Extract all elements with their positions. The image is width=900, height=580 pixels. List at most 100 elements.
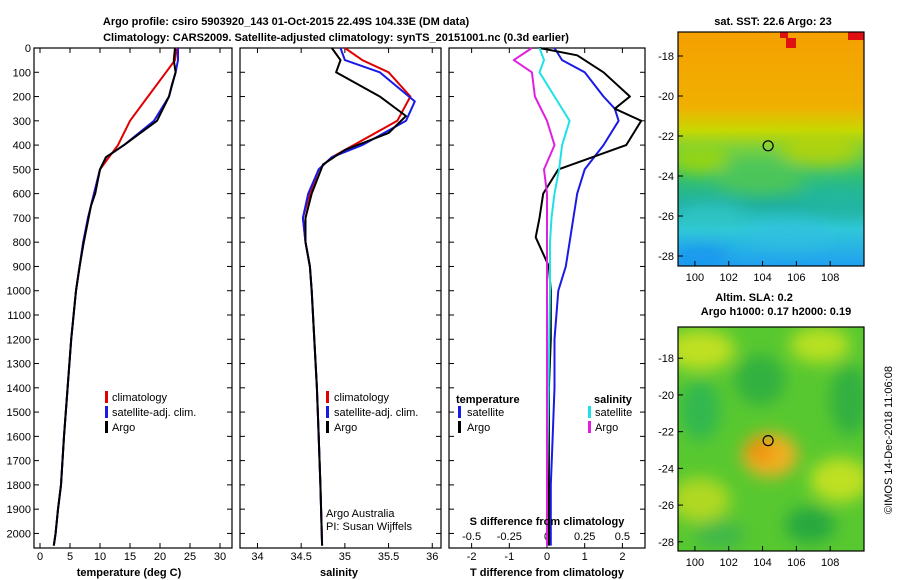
legend-climatology: climatology	[112, 392, 168, 404]
map-x-tick-label: 100	[686, 557, 704, 569]
legend-swatch-t-argo	[458, 421, 461, 433]
legend-swatch-t-satellite	[458, 406, 461, 418]
s-tick-label: -0.5	[462, 531, 481, 543]
sla-texture	[678, 327, 864, 549]
temperature-xlabel: temperature (deg C)	[77, 567, 182, 579]
series-line-argo	[52, 47, 177, 546]
map-y-tick-label: -28	[658, 251, 674, 263]
salinity-panel: 34 34.5 35 35.5 36 salinity climatology sate…	[239, 47, 442, 579]
legend-swatch-climatology	[326, 391, 329, 403]
series-line-s-satellite	[538, 47, 571, 546]
y-tick-label: 1600	[7, 431, 31, 443]
temperature-panel: 0100200300400500600700800900100011001200…	[7, 43, 233, 579]
x-tick-label: 36	[426, 551, 438, 563]
legend-swatch-s-argo	[588, 421, 591, 433]
map-x-tick-label: 104	[753, 557, 771, 569]
legend-salinity-title: salinity	[594, 394, 633, 406]
map-y-tick-label: -18	[658, 51, 674, 63]
legend-satellite: satellite-adj. clim.	[334, 407, 418, 419]
legend-swatch-argo	[326, 421, 329, 433]
x-tick-label: 15	[124, 551, 136, 563]
y-tick-label: 400	[13, 140, 31, 152]
y-tick-label: 1400	[7, 383, 31, 395]
header-line1: Argo profile: csiro 5903920_143 01-Oct-2…	[103, 16, 470, 28]
difference-xlabel-top: S difference from climatology	[470, 516, 626, 528]
x-tick-label: -1	[504, 551, 514, 563]
y-tick-label: 800	[13, 237, 31, 249]
legend-temperature-title: temperature	[456, 394, 520, 406]
x-tick-label: 0	[37, 551, 43, 563]
map-x-tick-label: 102	[720, 557, 738, 569]
sst-map-title: sat. SST: 22.6 Argo: 23	[714, 16, 832, 28]
map-y-tick-label: -24	[658, 171, 674, 183]
salinity-xlabel: salinity	[320, 567, 359, 579]
argo-location-marker-sla	[762, 435, 774, 447]
sla-map-frame	[677, 326, 865, 552]
x-tick-label: -2	[467, 551, 477, 563]
s-tick-label: 0.5	[615, 531, 630, 543]
map-x-tick-label: 106	[787, 557, 805, 569]
credit-line2: PI: Susan Wijffels	[326, 521, 412, 533]
difference-legend-salinity: salinity satellite Argo	[588, 394, 633, 434]
sst-texture	[678, 134, 864, 265]
y-tick-label: 700	[13, 213, 31, 225]
difference-panel: -2 -1 0 1 2-0.5 -0.25 0 0.25 0.5 T difference fr…	[448, 47, 646, 579]
legend-swatch-s-satellite	[588, 406, 591, 418]
y-tick-label: 600	[13, 189, 31, 201]
map-y-tick-label: -22	[658, 427, 674, 439]
y-tick-label: 2000	[7, 528, 31, 540]
map-x-tick-label: 108	[821, 557, 839, 569]
credit-line1: Argo Australia	[326, 508, 395, 520]
legend-swatch-satellite	[326, 406, 329, 418]
x-tick-label: 35.5	[378, 551, 399, 563]
argo-location-marker-sst	[762, 140, 774, 152]
temperature-legend: climatology satellite-adj. clim. Argo	[105, 391, 196, 434]
legend-swatch-climatology	[105, 391, 108, 403]
map-y-tick-label: -28	[658, 537, 674, 549]
legend-argo: Argo	[334, 422, 357, 434]
imos-timestamp: ©IMOS 14-Dec-2018 11:06:08	[883, 366, 895, 514]
salinity-legend: climatology satellite-adj. clim. Argo	[326, 391, 418, 434]
y-tick-label: 1100	[7, 310, 31, 322]
legend-climatology: climatology	[334, 392, 390, 404]
sst-map-frame	[677, 31, 865, 267]
map-y-tick-label: -24	[658, 463, 674, 475]
y-tick-label: 1500	[7, 407, 31, 419]
sla-map-title1: Altim. SLA: 0.2	[715, 292, 793, 304]
y-tick-label: 1700	[7, 456, 31, 468]
x-tick-label: 5	[67, 551, 73, 563]
map-y-tick-label: -26	[658, 500, 674, 512]
sla-map-title2: Argo h1000: 0.17 h2000: 0.19	[701, 306, 851, 318]
series-line-argo	[304, 47, 407, 546]
y-tick-label: 200	[13, 92, 31, 104]
sla-map: Altim. SLA: 0.2 Argo h1000: 0.17 h2000: …	[658, 292, 865, 569]
header-line2: Climatology: CARS2009. Satellite-adjuste…	[103, 32, 569, 44]
map-y-tick-label: -20	[658, 91, 674, 103]
y-tick-label: 300	[13, 116, 31, 128]
x-tick-label: 25	[184, 551, 196, 563]
sst-map: sat. SST: 22.6 Argo: 23 100 102 104 106 108 -…	[658, 16, 865, 284]
map-x-tick-label: 108	[821, 272, 839, 284]
x-tick-label: 30	[214, 551, 226, 563]
y-tick-label: 100	[13, 67, 31, 79]
s-tick-label: 0.25	[574, 531, 595, 543]
s-tick-label: -0.25	[497, 531, 522, 543]
x-tick-label: 20	[154, 551, 166, 563]
x-tick-label: 35	[339, 551, 351, 563]
map-x-tick-label: 100	[686, 272, 704, 284]
legend-satellite: satellite-adj. clim.	[112, 407, 196, 419]
map-x-tick-label: 104	[753, 272, 771, 284]
series-line-t-satellite	[549, 47, 620, 546]
x-tick-label: 34.5	[290, 551, 311, 563]
x-tick-label: 2	[619, 551, 625, 563]
legend-t-satellite: satellite	[467, 407, 504, 419]
map-y-tick-label: -18	[658, 353, 674, 365]
y-tick-label: 1300	[7, 359, 31, 371]
legend-t-argo: Argo	[467, 422, 490, 434]
y-tick-label: 1900	[7, 504, 31, 516]
sst-hot-patch	[780, 32, 788, 38]
map-x-tick-label: 102	[720, 272, 738, 284]
legend-swatch-argo	[105, 421, 108, 433]
legend-s-satellite: satellite	[595, 407, 632, 419]
